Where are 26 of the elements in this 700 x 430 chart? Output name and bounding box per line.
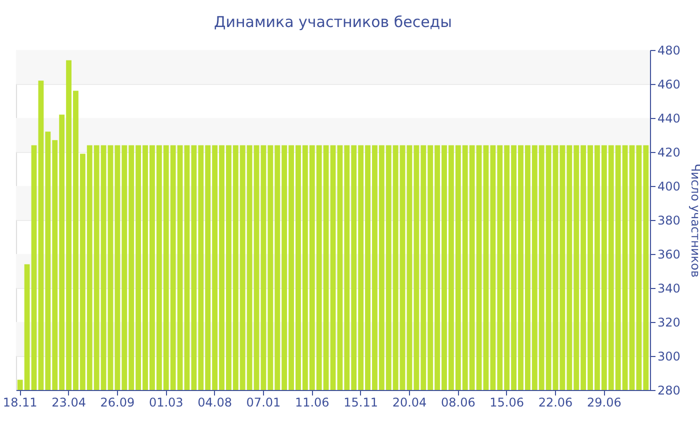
x-tick-label: 18.11 (2, 396, 38, 410)
y-tick-label: 300 (658, 350, 680, 364)
y-tick-label: 360 (658, 248, 680, 262)
chart-title: Динамика участников беседы (214, 13, 452, 31)
y-tick-label: 460 (658, 78, 680, 92)
x-tick-label: 08.06 (440, 396, 476, 410)
x-tick-label: 11.06 (294, 396, 330, 410)
y-tick-label: 480 (658, 44, 680, 58)
y-axis-title: Число участников (688, 164, 700, 278)
x-tick-label: 23.04 (52, 396, 86, 410)
y-tick-label: 340 (658, 282, 680, 296)
x-tick-label: 04.08 (198, 396, 232, 410)
y-tick-label: 420 (658, 146, 680, 160)
x-tick-label: 20.04 (392, 396, 427, 410)
x-tick-label: 29.06 (587, 396, 622, 410)
y-tick-label: 320 (658, 316, 680, 330)
y-tick-label: 400 (658, 180, 680, 194)
x-tick-label: 15.11 (344, 396, 378, 410)
x-tick-label: 15.06 (490, 396, 524, 410)
x-tick-label: 07.01 (246, 396, 281, 410)
y-tick-label: 280 (658, 384, 680, 398)
x-tick-label: 26.09 (100, 396, 135, 410)
y-tick-label: 440 (658, 112, 680, 126)
x-tick-label: 01.03 (148, 396, 184, 410)
x-tick-label: 22.06 (538, 396, 573, 410)
y-tick-label: 380 (658, 214, 680, 228)
